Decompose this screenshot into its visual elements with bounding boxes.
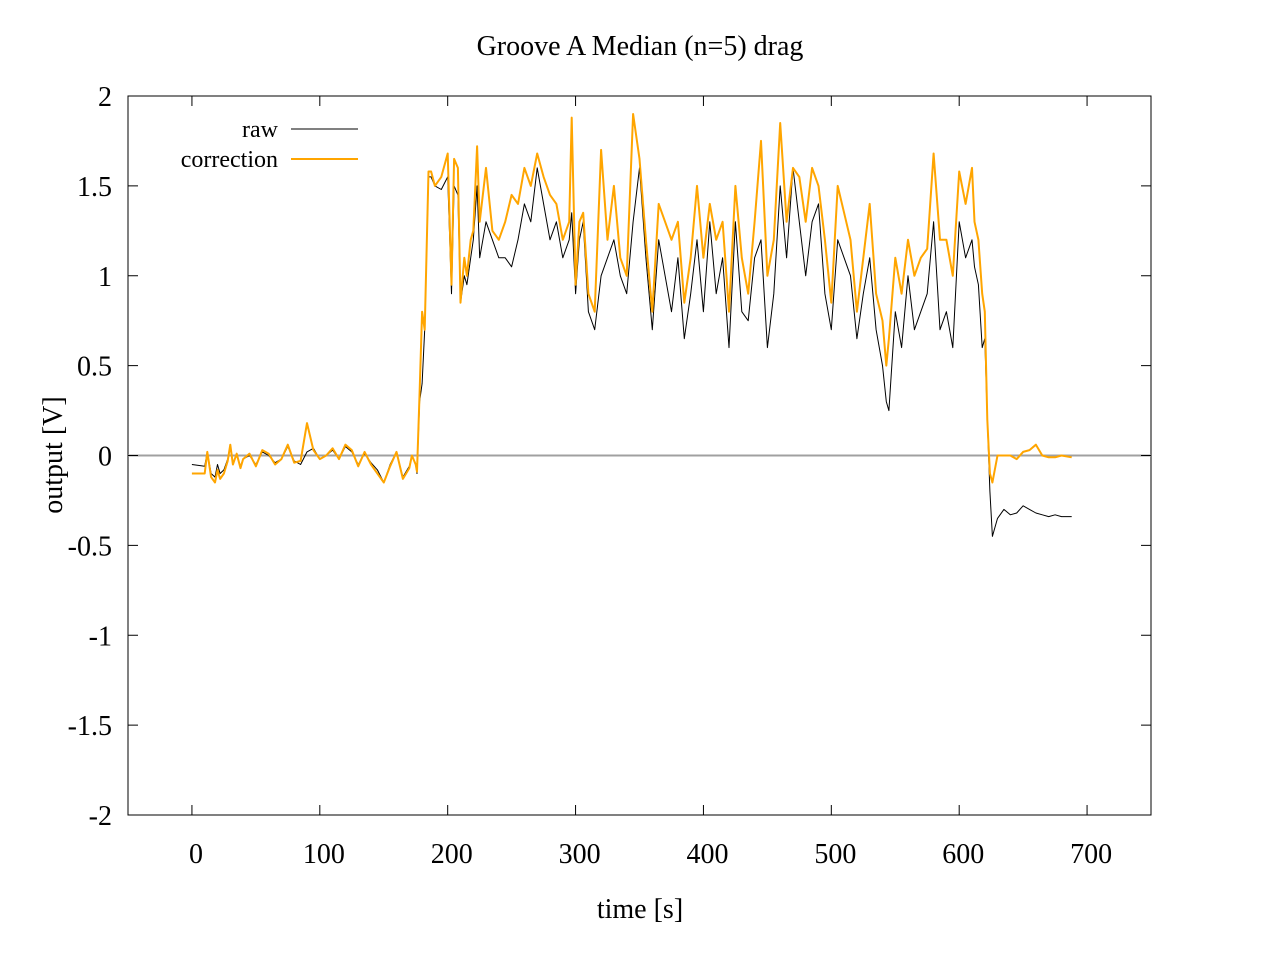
y-tick-label: 1 [98,262,112,293]
y-axis: -2 -1.5 -1 -0.5 0 0.5 1 1.5 2 [68,82,1151,832]
legend: raw correction [181,117,358,173]
legend-label-raw: raw [242,117,279,143]
x-tick-label: 0 [189,839,203,870]
y-tick-label: -2 [89,801,112,832]
series-lines [191,113,1072,537]
x-tick-label: 600 [942,839,984,870]
x-tick-label: 700 [1070,839,1112,870]
y-tick-label: 0 [98,442,112,473]
legend-label-correction: correction [181,147,278,173]
y-tick-label: 0.5 [77,352,112,383]
x-tick-label: 400 [686,839,728,870]
y-tick-label: -1 [89,621,112,652]
y-tick-label: 2 [98,82,112,113]
x-tick-label: 200 [431,839,473,870]
series-line-correction [191,113,1072,484]
y-axis-label: output [V] [38,396,69,513]
x-axis: 0 100 200 300 400 500 600 700 [189,96,1112,870]
y-tick-label: -0.5 [68,531,112,562]
x-axis-label: time [s] [597,894,683,925]
x-tick-label: 300 [559,839,601,870]
x-tick-label: 500 [814,839,856,870]
y-tick-label: 1.5 [77,172,112,203]
x-tick-label: 100 [303,839,345,870]
y-tick-label: -1.5 [68,711,112,742]
chart-title: Groove A Median (n=5) drag [477,31,804,62]
